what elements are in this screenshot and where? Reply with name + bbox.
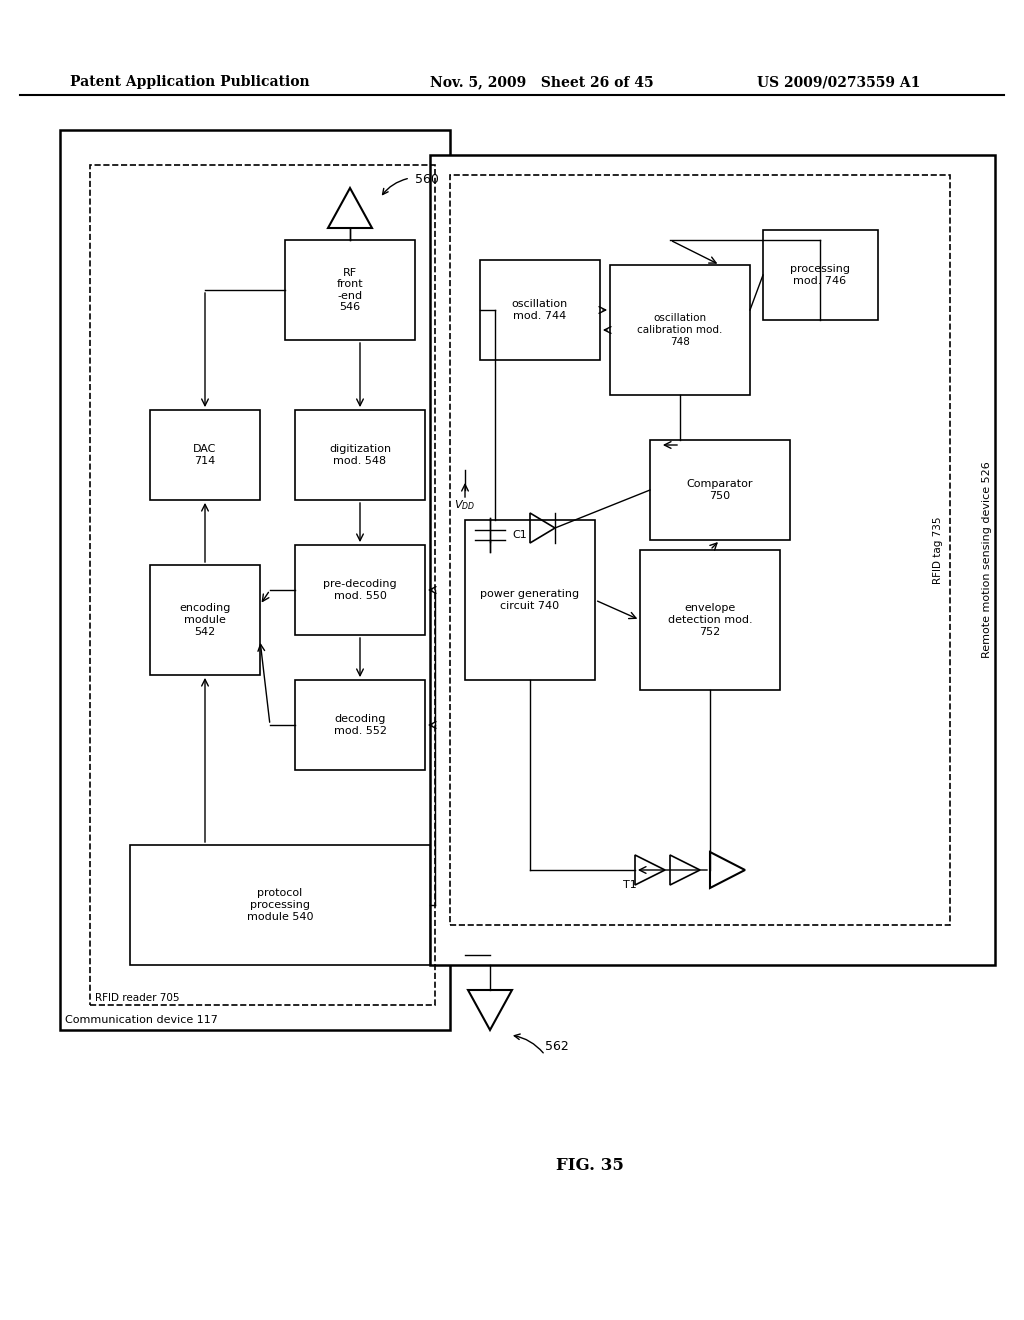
Text: encoding
module
542: encoding module 542: [179, 603, 230, 636]
Text: RF
front
-end
546: RF front -end 546: [337, 268, 364, 313]
Text: decoding
mod. 552: decoding mod. 552: [334, 714, 386, 735]
Text: RFID reader 705: RFID reader 705: [95, 993, 179, 1003]
Bar: [150, 565, 260, 675]
Text: digitization
mod. 548: digitization mod. 548: [329, 445, 391, 466]
Bar: [285, 240, 415, 341]
Bar: [295, 680, 425, 770]
Text: envelope
detection mod.
752: envelope detection mod. 752: [668, 603, 753, 636]
Bar: [295, 545, 425, 635]
Text: Communication device 117: Communication device 117: [65, 1015, 218, 1026]
Text: T1: T1: [624, 880, 637, 890]
Text: Nov. 5, 2009   Sheet 26 of 45: Nov. 5, 2009 Sheet 26 of 45: [430, 75, 653, 88]
Text: Remote motion sensing device 526: Remote motion sensing device 526: [982, 462, 992, 659]
Text: C1: C1: [512, 531, 526, 540]
Bar: [295, 411, 425, 500]
Text: pre-decoding
mod. 550: pre-decoding mod. 550: [324, 579, 397, 601]
Text: processing
mod. 746: processing mod. 746: [790, 264, 850, 286]
Text: oscillation
calibration mod.
748: oscillation calibration mod. 748: [637, 313, 723, 347]
Text: 560: 560: [415, 173, 439, 186]
Bar: [450, 176, 950, 925]
Bar: [130, 845, 430, 965]
Bar: [60, 129, 450, 1030]
Bar: [763, 230, 878, 319]
Bar: [610, 265, 750, 395]
Text: US 2009/0273559 A1: US 2009/0273559 A1: [757, 75, 920, 88]
Text: FIG. 35: FIG. 35: [556, 1156, 624, 1173]
Text: 562: 562: [545, 1040, 568, 1053]
Bar: [650, 440, 790, 540]
Bar: [150, 411, 260, 500]
Text: RFID tag 735: RFID tag 735: [933, 516, 943, 583]
Text: Comparator
750: Comparator 750: [687, 479, 754, 500]
Text: Patent Application Publication: Patent Application Publication: [70, 75, 309, 88]
Text: power generating
circuit 740: power generating circuit 740: [480, 589, 580, 611]
Bar: [640, 550, 780, 690]
Text: $V_{DD}$: $V_{DD}$: [455, 498, 475, 512]
Text: DAC
714: DAC 714: [194, 445, 217, 466]
Bar: [90, 165, 435, 1005]
Text: protocol
processing
module 540: protocol processing module 540: [247, 888, 313, 921]
Text: oscillation
mod. 744: oscillation mod. 744: [512, 300, 568, 321]
Bar: [430, 154, 995, 965]
Bar: [465, 520, 595, 680]
Bar: [480, 260, 600, 360]
